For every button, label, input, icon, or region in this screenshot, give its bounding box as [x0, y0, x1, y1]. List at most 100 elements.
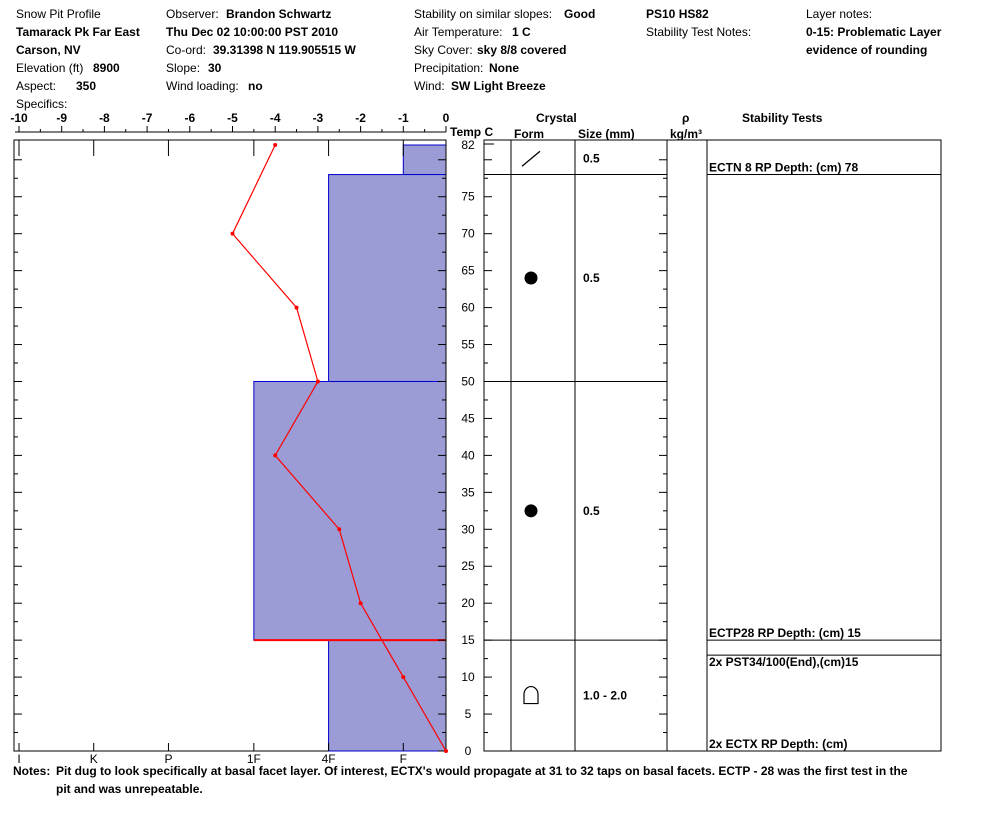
hardness-tick-label: 4F	[322, 752, 336, 766]
aspect-label: Aspect:	[16, 79, 57, 93]
notes-line-1: Pit dug to look specifically at basal fa…	[56, 764, 908, 778]
hardness-layer	[253, 380, 447, 641]
wind-label: Wind:	[414, 79, 445, 93]
depth-hoar-icon	[523, 686, 539, 705]
size-column-header: Size (mm)	[578, 127, 635, 141]
header-title: Snow Pit Profile	[16, 7, 101, 21]
depth-tick-label: 45	[461, 411, 475, 425]
stability-tests-header: Stability Tests	[742, 111, 823, 125]
crystal-column-header: Crystal	[536, 111, 577, 125]
wind-loading-value: no	[248, 79, 263, 93]
temperature-tick-label: -8	[99, 111, 110, 125]
rounded-grain-icon	[524, 271, 538, 285]
layer-notes-label: Layer notes:	[806, 7, 873, 21]
depth-tick-label: 15	[461, 633, 475, 647]
hardness-layers	[253, 144, 447, 752]
stability-label: Stability on similar slopes:	[414, 7, 553, 21]
depth-tick-label: 82	[461, 138, 475, 152]
depth-tick-label: 30	[461, 522, 475, 536]
depth-tick-label: 50	[461, 374, 475, 388]
temperature-tick-label: -6	[184, 111, 195, 125]
depth-tick-label: 25	[461, 559, 475, 573]
stability-test-label: ECTP28 RP Depth: (cm) 15	[709, 626, 861, 640]
stability-test-label: ECTN 8 RP Depth: (cm) 78	[709, 161, 858, 175]
slope-value: 30	[208, 61, 222, 75]
crystal-size-label: 0.5	[583, 151, 600, 165]
temperature-tick-label: -4	[270, 111, 281, 125]
aspect-value: 350	[76, 79, 97, 93]
notes-label: Notes:	[13, 764, 51, 778]
hardness-tick-label: 1F	[247, 752, 261, 766]
depth-tick-label: 75	[461, 190, 475, 204]
hardness-tick-label: K	[90, 752, 98, 766]
layer-note-2: evidence of rounding	[806, 43, 928, 57]
table-frame	[483, 139, 942, 752]
crystal-symbols: 0.5 0.5 0.5 1.0 - 2.0	[521, 150, 627, 705]
wind-value: SW Light Breeze	[451, 79, 546, 93]
depth-axis: 0 5 10 15 20 25 30 35 40 45 50 55 60 65 70 75 82	[14, 138, 667, 758]
depth-tick-label: 55	[461, 338, 475, 352]
density-column-header: ρ	[682, 111, 690, 125]
depth-tick-label: 70	[461, 227, 475, 241]
header-location: Tamarack Pk Far East	[16, 25, 140, 39]
hardness-axis: I K P 1F 4F F	[17, 140, 407, 766]
observer-label: Observer:	[166, 7, 219, 21]
hardness-layer	[328, 174, 447, 382]
elevation-value: 8900	[93, 61, 120, 75]
form-column-header: Form	[514, 127, 544, 141]
temperature-tick-label: -9	[56, 111, 67, 125]
temperature-tick-label: -5	[227, 111, 238, 125]
temperature-profile	[230, 143, 448, 753]
temperature-point	[358, 601, 363, 606]
crystal-size-label: 0.5	[583, 504, 600, 518]
hardness-layer	[328, 639, 447, 752]
temperature-point	[444, 749, 448, 753]
depth-tick-label: 35	[461, 485, 475, 499]
coord-label: Co-ord:	[166, 43, 207, 57]
crystal-table	[483, 139, 942, 752]
temperature-tick-label: -2	[355, 111, 366, 125]
stability-test-label: 2x PST34/100(End),(cm)15	[709, 655, 859, 669]
rounded-grain-icon	[524, 504, 538, 518]
depth-tick-label: 20	[461, 596, 475, 610]
temperature-point	[230, 231, 235, 236]
stability-test-markers: ECTN 8 RP Depth: (cm) 78 ECTP28 RP Depth:…	[707, 161, 941, 751]
temperature-point	[273, 453, 278, 458]
hardness-tick-label: I	[17, 752, 20, 766]
density-unit: kg/m³	[670, 127, 703, 141]
temperature-point	[273, 143, 278, 147]
coord-value: 39.31398 N 119.905515 W	[213, 43, 356, 57]
decomposing-crystal-icon	[521, 150, 541, 167]
temperature-tick-label: -7	[142, 111, 153, 125]
crystal-size-label: 0.5	[583, 271, 600, 285]
notes-line-2: pit and was unrepeatable.	[56, 782, 203, 796]
depth-tick-label: 60	[461, 301, 475, 315]
sky-label: Sky Cover:	[414, 43, 473, 57]
wind-loading-label: Wind loading:	[166, 79, 239, 93]
temperature-tick-label: -10	[10, 111, 28, 125]
temperature-point	[401, 675, 406, 680]
layer-note-1: 0-15: Problematic Layer	[806, 25, 942, 39]
slope-label: Slope:	[166, 61, 201, 75]
depth-tick-label: 0	[465, 744, 472, 758]
temperature-tick-label: 0	[443, 111, 450, 125]
header-region: Carson, NV	[16, 43, 81, 57]
specifics-label: Specifics:	[16, 97, 68, 111]
sky-value: sky 8/8 covered	[477, 43, 567, 57]
stability-notes-label: Stability Test Notes:	[646, 25, 752, 39]
temperature-tick-label: -3	[313, 111, 324, 125]
hardness-tick-label: F	[400, 752, 407, 766]
depth-tick-label: 10	[461, 670, 475, 684]
hardness-tick-label: P	[164, 752, 172, 766]
ps-hs: PS10 HS82	[646, 7, 709, 21]
precip-label: Precipitation:	[414, 61, 484, 75]
temperature-point	[337, 527, 342, 532]
stability-value: Good	[564, 7, 596, 21]
crystal-size-label: 1.0 - 2.0	[583, 689, 627, 703]
depth-tick-label: 40	[461, 448, 475, 462]
air-temp-value: 1 C	[512, 25, 531, 39]
observation-date: Thu Dec 02 10:00:00 PST 2010	[166, 25, 339, 39]
air-temp-label: Air Temperature:	[414, 25, 503, 39]
temperature-tick-label: -1	[398, 111, 409, 125]
